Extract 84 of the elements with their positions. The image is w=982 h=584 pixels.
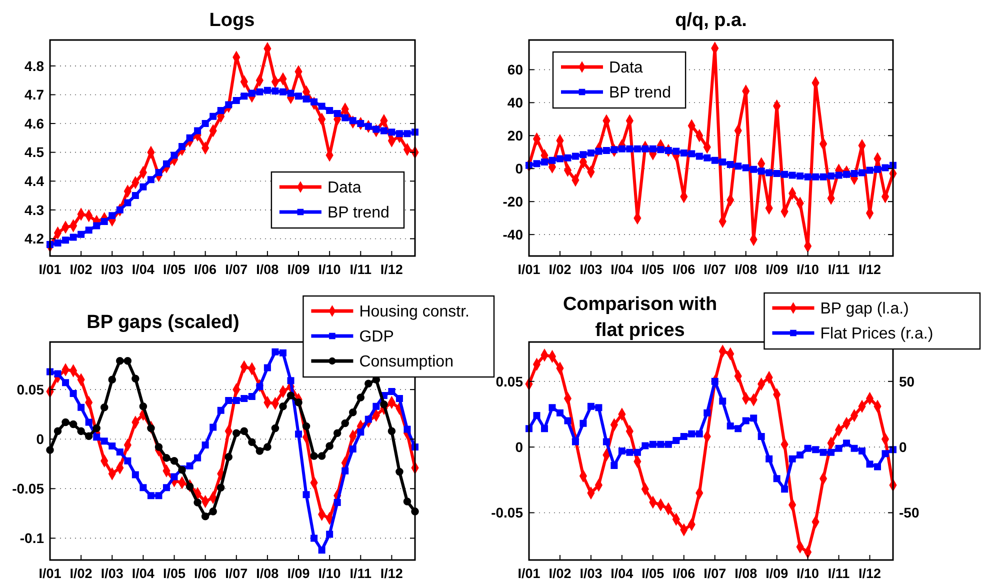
x-tick-label: I/01 — [38, 262, 62, 277]
y-tick-label: 4.4 — [24, 173, 44, 190]
y-tick-label: -20 — [502, 193, 524, 210]
y-tick-label: -0.1 — [20, 530, 44, 546]
chart-title: Comparison with flat prices — [562, 294, 718, 341]
y-tick-label: 0.05 — [16, 381, 44, 398]
x-tick-label: I/04 — [610, 566, 634, 581]
y-tick-label: 0.05 — [496, 373, 524, 390]
legend-label: Data — [327, 180, 362, 197]
x-tick-label: I/02 — [70, 566, 92, 581]
x-tick-label: I/07 — [704, 566, 726, 581]
x-tick-label: I/06 — [672, 262, 696, 277]
chart-title: BP gaps (scaled) — [86, 312, 240, 333]
legend-label: BP trend — [327, 204, 390, 222]
x-tick-label: I/12 — [858, 262, 882, 277]
y-tick-label: 0 — [515, 160, 524, 177]
x-tick-label: I/02 — [548, 566, 572, 581]
y2-tick-label: -50 — [899, 504, 920, 521]
x-tick-label: I/07 — [225, 262, 248, 277]
x-tick-label: I/12 — [380, 566, 403, 581]
x-tick-label: I/06 — [672, 566, 696, 581]
y2-tick-label: 0 — [899, 438, 907, 455]
x-tick-label: I/04 — [132, 262, 155, 277]
y-tick-label: 4.7 — [24, 86, 44, 103]
x-tick-label: I/09 — [766, 262, 788, 277]
x-tick-label: I/05 — [642, 262, 665, 277]
legend-label: BP trend — [609, 84, 671, 102]
x-tick-label: I/12 — [380, 262, 403, 277]
chart-title: q/q, p.a. — [675, 10, 747, 31]
x-tick-label: I/03 — [100, 262, 124, 277]
y-tick-label: 4.3 — [24, 202, 44, 218]
x-tick-label: I/04 — [132, 566, 155, 581]
x-tick-label: I/06 — [194, 566, 218, 581]
y-tick-label: 4.6 — [24, 115, 44, 132]
x-tick-label: I/10 — [796, 566, 820, 581]
x-tick-label: I/08 — [256, 262, 280, 277]
legend-label: Housing constr. — [359, 304, 470, 321]
legend-label: Consumption — [359, 354, 454, 371]
x-tick-label: I/10 — [318, 262, 341, 277]
x-tick-label: I/09 — [766, 566, 788, 581]
legend-label: GDP — [359, 328, 394, 346]
y-tick-label: -0.05 — [12, 480, 44, 497]
x-tick-label: I/05 — [162, 262, 186, 277]
y-tick-label: 4.8 — [24, 58, 44, 74]
x-tick-label: I/04 — [610, 262, 634, 277]
x-tick-label: I/01 — [518, 566, 541, 581]
x-tick-label: I/05 — [642, 566, 665, 581]
x-tick-label: I/01 — [518, 262, 541, 277]
x-tick-label: I/03 — [580, 262, 603, 277]
y-tick-label: 60 — [507, 62, 524, 78]
x-tick-label: I/08 — [734, 262, 758, 277]
x-tick-label: I/09 — [287, 262, 310, 277]
y-tick-label: 40 — [507, 94, 524, 111]
x-tick-label: I/05 — [162, 566, 186, 581]
x-tick-label: I/10 — [796, 262, 820, 277]
x-tick-label: I/11 — [350, 566, 372, 581]
y2-tick-label: 50 — [899, 373, 915, 390]
x-tick-label: I/09 — [287, 566, 310, 581]
y-tick-label: 20 — [507, 128, 524, 144]
chart-title: Logs — [209, 10, 255, 31]
x-tick-label: I/02 — [548, 262, 572, 277]
x-tick-label: I/08 — [256, 566, 280, 581]
x-tick-label: I/07 — [704, 262, 726, 277]
x-tick-label: I/01 — [38, 566, 62, 581]
y-tick-label: -40 — [502, 226, 524, 242]
x-tick-label: I/08 — [734, 566, 758, 581]
x-tick-label: I/03 — [580, 566, 603, 581]
x-tick-label: I/10 — [318, 566, 341, 581]
legend-label: Flat Prices (r.a.) — [820, 326, 934, 343]
y-tick-label: 4.5 — [24, 144, 44, 160]
x-tick-label: I/02 — [70, 262, 92, 277]
legend-label: Data — [609, 60, 643, 77]
x-tick-label: I/11 — [828, 262, 850, 277]
x-tick-label: I/06 — [194, 262, 218, 277]
y-tick-label: -0.05 — [491, 504, 524, 521]
legend-label: BP gap (l.a.) — [820, 300, 909, 318]
y-tick-label: 0 — [36, 431, 44, 448]
x-tick-label: I/07 — [225, 566, 248, 581]
x-tick-label: I/11 — [350, 262, 372, 277]
x-tick-label: I/03 — [100, 566, 124, 581]
x-tick-label: I/11 — [828, 566, 850, 581]
y-tick-label: 4.2 — [24, 230, 44, 247]
y-tick-label: 0 — [515, 438, 524, 455]
x-tick-label: I/12 — [858, 566, 882, 581]
